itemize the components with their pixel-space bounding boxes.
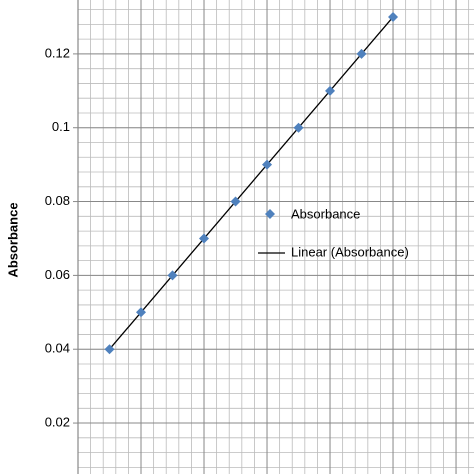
legend-label: Linear (Absorbance)	[291, 244, 409, 259]
data-point	[136, 307, 147, 318]
y-tick-label: 0.12	[45, 45, 70, 60]
y-tick-label: 0.1	[52, 119, 70, 134]
data-point	[325, 85, 336, 96]
data-point	[356, 48, 367, 59]
data-point	[104, 344, 115, 355]
y-tick-label: 0.08	[45, 193, 70, 208]
data-point	[262, 159, 273, 170]
y-tick-label: 0.06	[45, 267, 70, 282]
data-point	[293, 122, 304, 133]
data-point	[167, 270, 178, 281]
data-point	[388, 11, 399, 22]
legend-marker	[265, 209, 275, 219]
y-tick-label: 0.02	[45, 414, 70, 429]
legend-label: Absorbance	[291, 206, 360, 221]
y-tick-label: 0.04	[45, 341, 70, 356]
trendline	[109, 16, 394, 350]
data-point	[230, 196, 241, 207]
data-point	[199, 233, 210, 244]
y-axis-label: Absorbance	[5, 202, 20, 277]
